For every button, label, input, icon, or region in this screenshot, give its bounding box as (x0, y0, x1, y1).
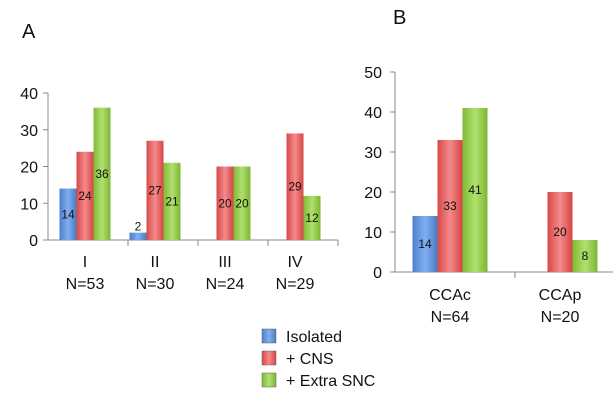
data-label-a-1-3: 29 (288, 180, 302, 194)
bar-b-2-1 (572, 240, 598, 272)
legend-swatch-0 (261, 328, 277, 344)
x-category-count-a: N=30 (136, 276, 175, 293)
data-label-a-0-1: 2 (135, 220, 142, 234)
bar-a-1-3 (286, 133, 304, 240)
x-category-count-a: N=29 (276, 276, 315, 293)
y-tick-label-a: 10 (20, 196, 38, 213)
y-tick-label-b: 40 (364, 105, 382, 122)
data-label-b-1-0: 33 (443, 199, 457, 213)
data-label-b-0-0: 14 (418, 237, 432, 251)
bar-a-0-0 (59, 188, 77, 240)
x-category-count-b: N=64 (431, 309, 470, 326)
legend-label-0: Isolated (286, 329, 342, 346)
bar-a-2-2 (233, 166, 251, 240)
bar-a-1-2 (216, 166, 234, 240)
legend-label-2: + Extra SNC (286, 373, 375, 390)
x-category-label-b: CCAp (539, 287, 582, 304)
y-tick-label-a: 30 (20, 123, 38, 140)
y-tick-label-b: 0 (373, 265, 382, 282)
y-tick-label-b: 50 (364, 65, 382, 82)
x-category-count-a: N=53 (66, 276, 105, 293)
y-tick-label-b: 20 (364, 185, 382, 202)
bar-b-2-0 (462, 108, 488, 272)
bar-a-2-3 (303, 195, 321, 240)
bar-a-1-0 (76, 151, 94, 240)
x-category-label-a: III (218, 254, 231, 271)
y-tick-label-a: 0 (29, 233, 38, 250)
x-category-label-b: CCAc (429, 287, 471, 304)
y-tick-label-b: 10 (364, 225, 382, 242)
x-category-count-b: N=20 (541, 309, 580, 326)
data-label-a-1-0: 24 (78, 189, 92, 203)
bar-b-1-1 (547, 192, 573, 272)
panel-label-a: A (22, 21, 36, 43)
data-label-a-2-2: 20 (235, 196, 249, 210)
bar-a-0-1 (129, 232, 147, 240)
y-tick-label-b: 30 (364, 145, 382, 162)
legend-label-1: + CNS (286, 351, 334, 368)
data-label-a-0-0: 14 (61, 207, 75, 221)
data-label-a-1-1: 27 (148, 183, 162, 197)
bar-a-2-0 (93, 107, 111, 240)
y-tick-label-a: 40 (20, 86, 38, 103)
data-label-b-2-0: 41 (468, 183, 482, 197)
panel-label-b: B (393, 7, 406, 29)
data-label-a-2-0: 36 (95, 167, 109, 181)
data-label-b-1-1: 20 (553, 225, 567, 239)
bar-a-2-1 (163, 162, 181, 240)
data-label-b-2-1: 8 (582, 249, 589, 263)
bar-a-1-1 (146, 140, 164, 240)
data-label-a-2-1: 21 (165, 194, 179, 208)
data-label-a-1-2: 20 (218, 196, 232, 210)
bar-b-1-0 (437, 140, 463, 272)
legend-swatch-1 (261, 350, 277, 366)
y-tick-label-a: 20 (20, 160, 38, 177)
data-label-a-2-3: 12 (305, 211, 319, 225)
x-category-count-a: N=24 (206, 276, 245, 293)
legend-swatch-2 (261, 372, 277, 388)
x-category-label-a: II (151, 254, 160, 271)
bar-b-0-0 (412, 216, 438, 272)
x-category-label-a: IV (287, 254, 302, 271)
x-category-label-a: I (83, 254, 87, 271)
